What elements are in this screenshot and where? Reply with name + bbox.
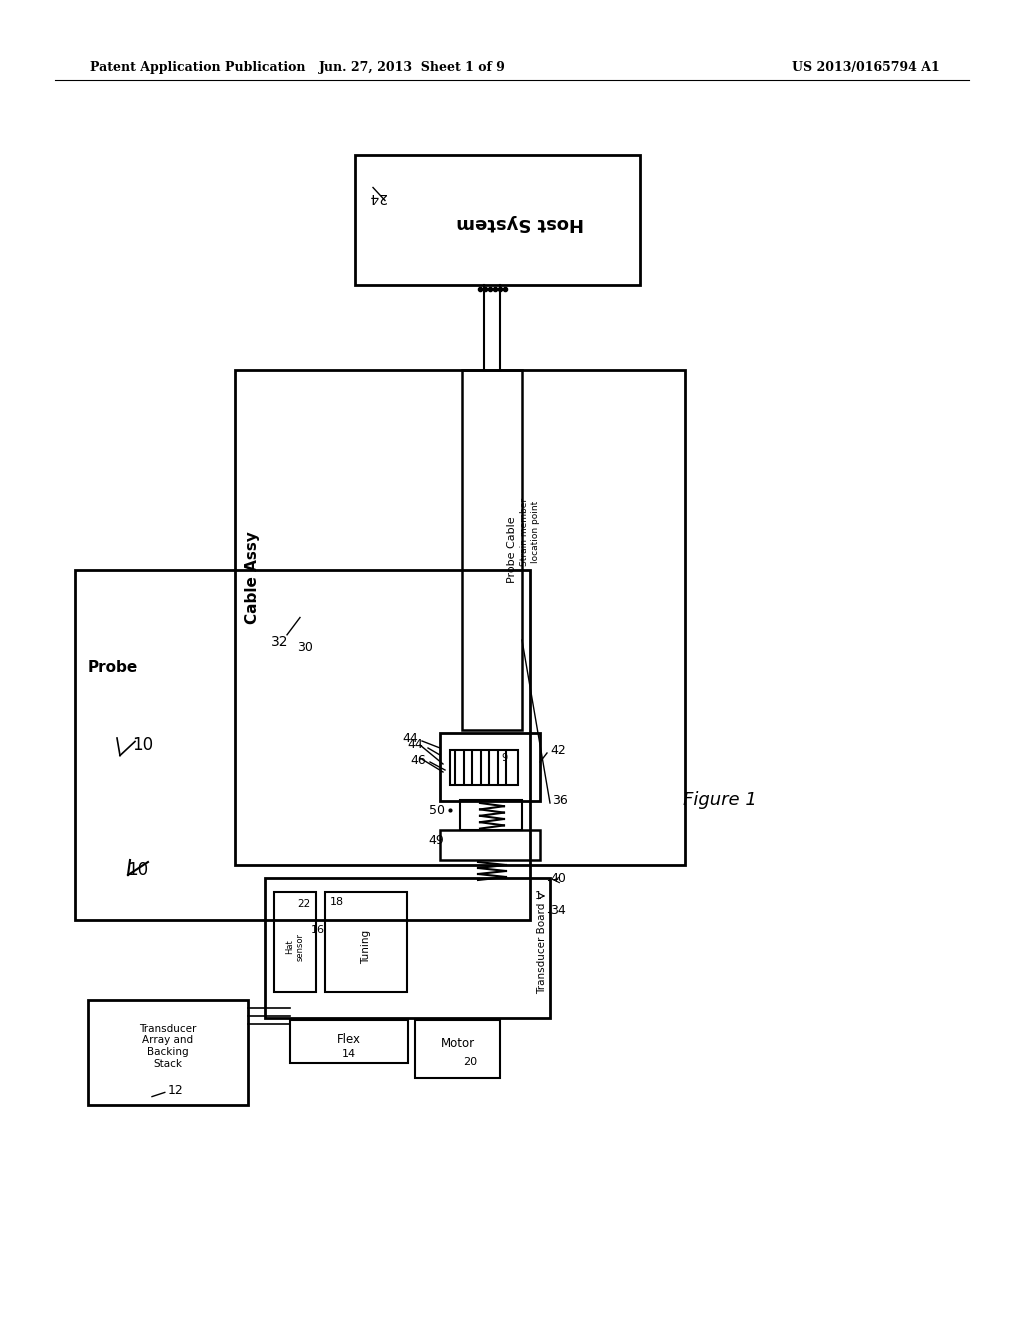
- Bar: [88, 1001, 248, 1105]
- Text: 12: 12: [168, 1084, 184, 1097]
- Bar: [274, 892, 316, 993]
- Text: 24: 24: [369, 190, 386, 203]
- Text: 22: 22: [297, 899, 310, 909]
- Text: 50: 50: [429, 804, 445, 817]
- Bar: [415, 1020, 500, 1078]
- Bar: [75, 570, 530, 920]
- Text: Motor: Motor: [440, 1036, 474, 1049]
- Text: 14: 14: [342, 1048, 356, 1059]
- Text: 42: 42: [550, 743, 566, 756]
- Text: 10: 10: [127, 861, 148, 879]
- Text: 36: 36: [552, 793, 568, 807]
- Bar: [440, 733, 540, 801]
- Text: Host System: Host System: [457, 214, 584, 231]
- Text: 34: 34: [550, 903, 566, 916]
- Text: 44: 44: [408, 738, 423, 751]
- Bar: [450, 750, 518, 785]
- Text: 49: 49: [428, 833, 443, 846]
- Text: 10: 10: [132, 737, 154, 754]
- Bar: [265, 878, 550, 1018]
- Text: 40: 40: [550, 871, 566, 884]
- Bar: [325, 892, 407, 993]
- Text: 44: 44: [402, 731, 418, 744]
- Text: Strain member
location point: Strain member location point: [520, 498, 540, 566]
- Bar: [462, 370, 522, 730]
- Text: Transducer
Array and
Backing
Stack: Transducer Array and Backing Stack: [139, 1024, 197, 1069]
- Text: 9: 9: [501, 752, 507, 763]
- Bar: [355, 154, 640, 285]
- Text: Probe: Probe: [88, 660, 138, 676]
- Text: Transducer Board: Transducer Board: [537, 903, 547, 994]
- Text: 18: 18: [330, 898, 344, 907]
- Text: 30: 30: [297, 640, 313, 653]
- Text: Tuning: Tuning: [361, 929, 371, 964]
- Text: 16: 16: [311, 925, 325, 935]
- Text: Jun. 27, 2013  Sheet 1 of 9: Jun. 27, 2013 Sheet 1 of 9: [318, 62, 506, 74]
- Text: Probe Cable: Probe Cable: [507, 516, 517, 583]
- Text: Figure 1: Figure 1: [683, 791, 757, 809]
- Bar: [460, 800, 522, 830]
- Text: Flex: Flex: [337, 1032, 361, 1045]
- Text: 1: 1: [535, 891, 542, 902]
- Bar: [234, 370, 685, 865]
- Text: Cable Assy: Cable Assy: [246, 532, 260, 624]
- Text: Patent Application Publication: Patent Application Publication: [90, 62, 305, 74]
- Text: 32: 32: [271, 635, 289, 649]
- Text: 20: 20: [463, 1057, 477, 1067]
- Text: US 2013/0165794 A1: US 2013/0165794 A1: [793, 62, 940, 74]
- Text: Hat
sensor: Hat sensor: [286, 933, 305, 961]
- Text: 46: 46: [411, 754, 426, 767]
- Bar: [440, 830, 540, 861]
- Bar: [290, 1020, 408, 1063]
